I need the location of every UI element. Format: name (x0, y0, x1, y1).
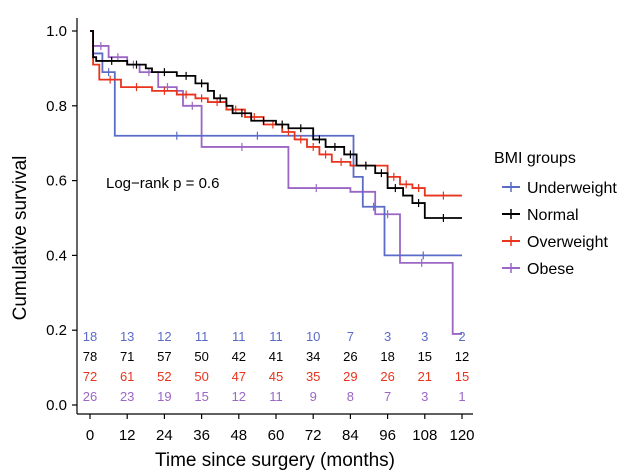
risk-count: 7 (384, 389, 391, 404)
risk-count: 21 (418, 369, 432, 384)
risk-count: 12 (157, 329, 171, 344)
y-tick-label: 0.8 (46, 98, 67, 115)
x-tick-label: 72 (305, 427, 322, 444)
risk-count: 2 (458, 329, 465, 344)
risk-count: 19 (157, 389, 171, 404)
x-tick-label: 24 (156, 427, 173, 444)
risk-count: 34 (306, 349, 320, 364)
risk-count: 9 (310, 389, 317, 404)
logrank-annotation: Log−rank p = 0.6 (106, 175, 219, 192)
y-tick-label: 0.6 (46, 173, 67, 190)
risk-count: 29 (343, 369, 357, 384)
legend-label: Normal (527, 207, 579, 224)
x-tick-label: 108 (412, 427, 437, 444)
risk-count: 23 (120, 389, 134, 404)
risk-count: 57 (157, 349, 171, 364)
survival-curves (90, 30, 462, 335)
x-tick-label: 96 (379, 427, 396, 444)
risk-count: 72 (83, 369, 97, 384)
y-tick-label: 1.0 (46, 23, 67, 40)
risk-count: 11 (269, 389, 283, 404)
risk-count: 26 (380, 369, 394, 384)
risk-count: 42 (232, 349, 246, 364)
x-tick-label: 48 (230, 427, 247, 444)
x-tick-label: 0 (86, 427, 94, 444)
x-tick-label: 36 (193, 427, 210, 444)
risk-count: 18 (83, 329, 97, 344)
risk-count: 1 (458, 389, 465, 404)
risk-count: 3 (384, 329, 391, 344)
risk-count: 71 (120, 349, 134, 364)
risk-count: 15 (418, 349, 432, 364)
risk-count: 8 (347, 389, 354, 404)
risk-count: 15 (194, 389, 208, 404)
risk-count: 47 (232, 369, 246, 384)
y-axis-title: Cumulative survival (10, 156, 31, 321)
survival-curve-underweight (90, 30, 462, 257)
risk-count: 15 (455, 369, 469, 384)
risk-count: 41 (269, 349, 283, 364)
survival-curve-obese (90, 30, 462, 335)
x-tick-label: 120 (449, 427, 474, 444)
legend: BMI groups Underweight Normal Overweight Ob… (494, 150, 617, 278)
risk-count: 26 (83, 389, 97, 404)
x-tick-label: 60 (268, 427, 285, 444)
risk-count: 50 (194, 369, 208, 384)
risk-count: 3 (421, 329, 428, 344)
risk-count: 12 (455, 349, 469, 364)
y-tick-label: 0.2 (46, 322, 67, 339)
y-tick-label: 0.4 (46, 247, 67, 264)
risk-count: 11 (232, 329, 246, 344)
x-tick-label: 12 (119, 427, 136, 444)
risk-count: 61 (120, 369, 134, 384)
risk-count: 26 (343, 349, 357, 364)
risk-count: 18 (380, 349, 394, 364)
legend-label: Overweight (527, 234, 608, 251)
risk-count: 7 (347, 329, 354, 344)
risk-table: 18 13 12 11 11 11 10 7 3 3 278 71 57 50 42 41 34 26 18 15 12… (83, 329, 469, 404)
survival-curve-overweight (90, 30, 462, 197)
legend-item-overweight: Overweight (502, 234, 608, 251)
risk-count: 35 (306, 369, 320, 384)
legend-item-normal: Normal (502, 207, 579, 224)
axes: 0 12 24 36 48 60 72 84 96 108 1200.00.20.40.60.81.… (46, 18, 475, 444)
risk-count: 11 (195, 329, 209, 344)
y-tick-label: 0.0 (46, 397, 67, 414)
risk-count: 12 (232, 389, 246, 404)
risk-count: 13 (120, 329, 134, 344)
legend-item-underweight: Underweight (502, 180, 617, 197)
legend-label: Underweight (527, 180, 617, 197)
risk-count: 78 (83, 349, 97, 364)
risk-count: 50 (194, 349, 208, 364)
x-axis-title: Time since surgery (months) (155, 450, 395, 471)
risk-count: 3 (421, 389, 428, 404)
legend-item-obese: Obese (502, 261, 574, 278)
risk-count: 45 (269, 369, 283, 384)
legend-title: BMI groups (494, 150, 576, 167)
x-tick-label: 84 (342, 427, 359, 444)
legend-label: Obese (527, 261, 574, 278)
risk-count: 10 (306, 329, 320, 344)
risk-count: 11 (269, 329, 283, 344)
risk-count: 52 (157, 369, 171, 384)
survival-curve-normal (90, 30, 462, 219)
